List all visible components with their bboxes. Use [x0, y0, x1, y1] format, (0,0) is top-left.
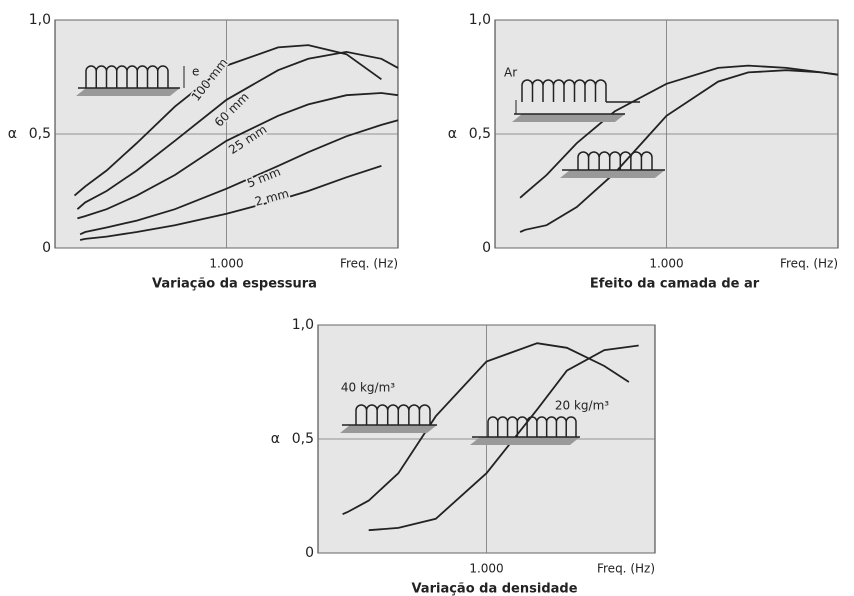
curve-label: 20 kg/m³ — [555, 399, 609, 413]
y-tick-label: 0,5 — [29, 126, 51, 142]
x-axis-label: Freq. (Hz) — [780, 257, 838, 271]
y-tick-label: 1,0 — [469, 12, 491, 28]
annotation: e — [192, 65, 199, 79]
panel-title: Efeito da camada de ar — [590, 277, 760, 292]
page: 0 0,5 1,0 α 1.000 Freq. (Hz) Variação da espes… — [0, 0, 854, 596]
wall-plate — [512, 114, 625, 122]
y-tick-label: 1,0 — [29, 12, 51, 28]
wall-plate — [76, 88, 180, 96]
y-axis-label: α — [271, 431, 280, 447]
y-tick-label: 0 — [482, 240, 491, 256]
curve-label: 40 kg/m³ — [341, 381, 395, 395]
y-tick-label: 1,0 — [292, 317, 314, 333]
y-axis-label: α — [448, 126, 457, 142]
wall-plate — [470, 437, 580, 445]
y-tick-label: 0,5 — [292, 431, 314, 447]
y-tick-label: 0 — [305, 545, 314, 561]
x-axis-label: Freq. (Hz) — [597, 562, 655, 576]
chart: 0 0,5 1,0 α 1.000 Freq. (Hz) Variação da espes… — [0, 0, 854, 596]
y-tick-label: 0,5 — [469, 126, 491, 142]
y-tick-label: 0 — [42, 240, 51, 256]
x-axis-label: Freq. (Hz) — [340, 257, 398, 271]
x-tick-label: 1.000 — [209, 257, 243, 271]
wall-plate — [560, 170, 665, 178]
wall-plate — [340, 425, 437, 433]
annotation: Ar — [504, 66, 517, 80]
x-tick-label: 1.000 — [649, 257, 683, 271]
panel-title: Variação da densidade — [411, 582, 577, 596]
x-tick-label: 1.000 — [469, 562, 503, 576]
panel-title: Variação da espessura — [152, 277, 317, 292]
y-axis-label: α — [8, 126, 17, 142]
